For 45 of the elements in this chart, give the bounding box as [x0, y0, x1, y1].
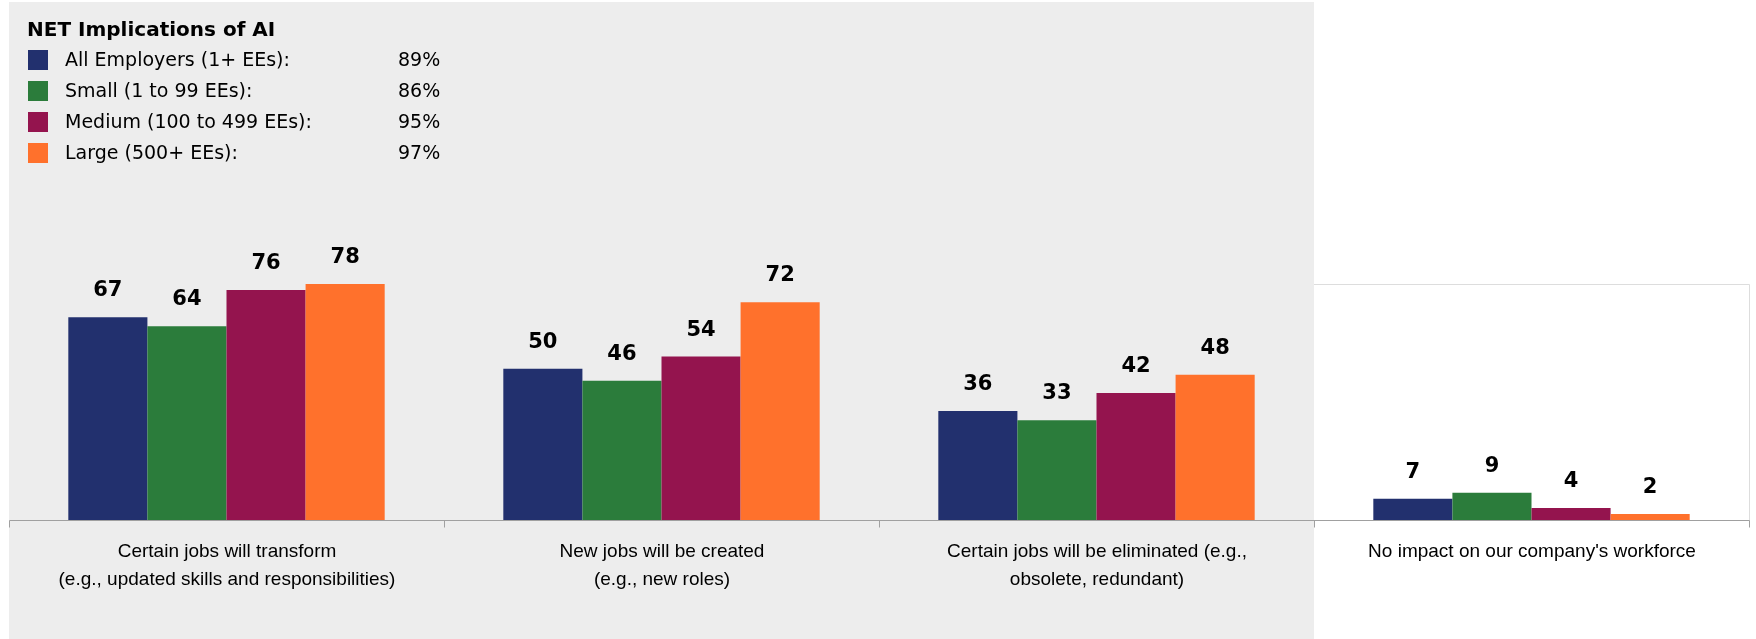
- text: 95%: [398, 110, 441, 132]
- x-tick-label: No impact on our company's workforce: [1368, 539, 1696, 561]
- bar: [661, 356, 741, 520]
- data-label: 46: [607, 340, 637, 365]
- data-label: 9: [1484, 452, 1500, 477]
- text: 97%: [398, 141, 441, 163]
- data-label: 76: [251, 250, 281, 275]
- x-tick-label: Certain jobs will transform (e.g., updated skills and responsibilities): [58, 539, 396, 589]
- legend-label: Large (500+ EEs):: [65, 141, 238, 163]
- bar: [226, 290, 306, 520]
- data-label: 67: [93, 277, 123, 302]
- legend-label: Medium (100 to 499 EEs):: [65, 110, 312, 132]
- data-label: 54: [686, 316, 716, 341]
- text: 89%: [398, 48, 441, 70]
- data-label: 2: [1642, 473, 1658, 498]
- data-label: 36: [963, 371, 993, 396]
- bar: [1452, 492, 1532, 520]
- bar: [68, 317, 148, 520]
- data-label: 72: [765, 262, 795, 287]
- legend-label: Small (1 to 99 EEs):: [65, 79, 253, 101]
- bar: [582, 380, 662, 520]
- bar: [1373, 498, 1453, 520]
- x-tick-label: New jobs will be created (e.g., new roles): [559, 539, 765, 589]
- data-label: 64: [172, 286, 202, 311]
- bar: [1175, 374, 1255, 520]
- data-label: 50: [528, 328, 558, 353]
- data-label: 78: [330, 244, 360, 268]
- legend-label: All Employers (1+ EEs):: [65, 48, 290, 70]
- text: 86%: [398, 79, 441, 101]
- x-tick-label: Certain jobs will be eliminated (e.g., obsolete, redundant): [947, 539, 1247, 589]
- bar: [1531, 507, 1611, 520]
- bar: [938, 411, 1018, 520]
- bar: [1096, 392, 1176, 520]
- bar: [503, 368, 583, 520]
- data-label: 42: [1121, 352, 1151, 377]
- data-label: 48: [1200, 334, 1230, 359]
- bar: [305, 284, 385, 520]
- data-label: 4: [1563, 467, 1579, 492]
- bar: [147, 326, 227, 520]
- bar: [1017, 420, 1097, 520]
- data-label: 33: [1042, 380, 1072, 405]
- bar: [1610, 513, 1690, 520]
- data-label: 7: [1405, 458, 1421, 483]
- bar: [740, 302, 820, 520]
- legend-title: NET Implications of AI: [27, 17, 276, 41]
